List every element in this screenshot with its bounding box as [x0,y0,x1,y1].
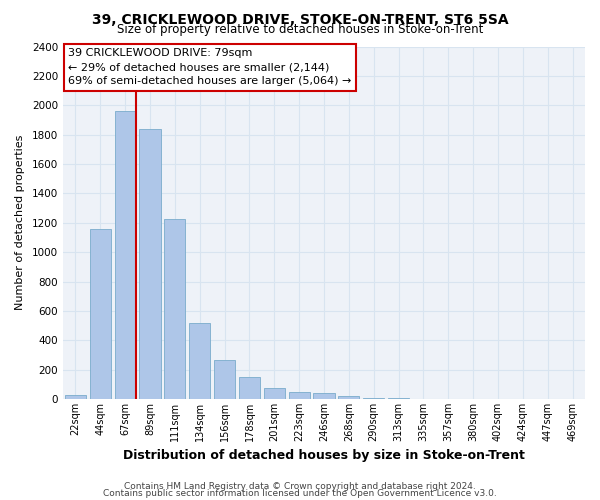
Bar [139,129,161,399]
Text: Contains HM Land Registry data © Crown copyright and database right 2024.: Contains HM Land Registry data © Crown c… [124,482,476,491]
Bar [313,394,335,399]
Text: Size of property relative to detached houses in Stoke-on-Trent: Size of property relative to detached ho… [117,22,483,36]
Bar [90,230,111,399]
Bar [214,360,235,399]
Bar [239,378,260,399]
X-axis label: Distribution of detached houses by size in Stoke-on-Trent: Distribution of detached houses by size … [123,450,525,462]
Bar [289,392,310,399]
Bar [388,398,409,399]
Text: Contains public sector information licensed under the Open Government Licence v3: Contains public sector information licen… [103,489,497,498]
Bar [189,322,211,399]
Bar [264,388,285,399]
Bar [338,396,359,399]
Bar [363,398,384,399]
Text: 39, CRICKLEWOOD DRIVE, STOKE-ON-TRENT, ST6 5SA: 39, CRICKLEWOOD DRIVE, STOKE-ON-TRENT, S… [92,12,508,26]
Y-axis label: Number of detached properties: Number of detached properties [15,135,25,310]
Bar [65,396,86,399]
Bar [164,219,185,399]
Bar [115,111,136,399]
Text: 39 CRICKLEWOOD DRIVE: 79sqm
← 29% of detached houses are smaller (2,144)
69% of : 39 CRICKLEWOOD DRIVE: 79sqm ← 29% of det… [68,48,352,86]
